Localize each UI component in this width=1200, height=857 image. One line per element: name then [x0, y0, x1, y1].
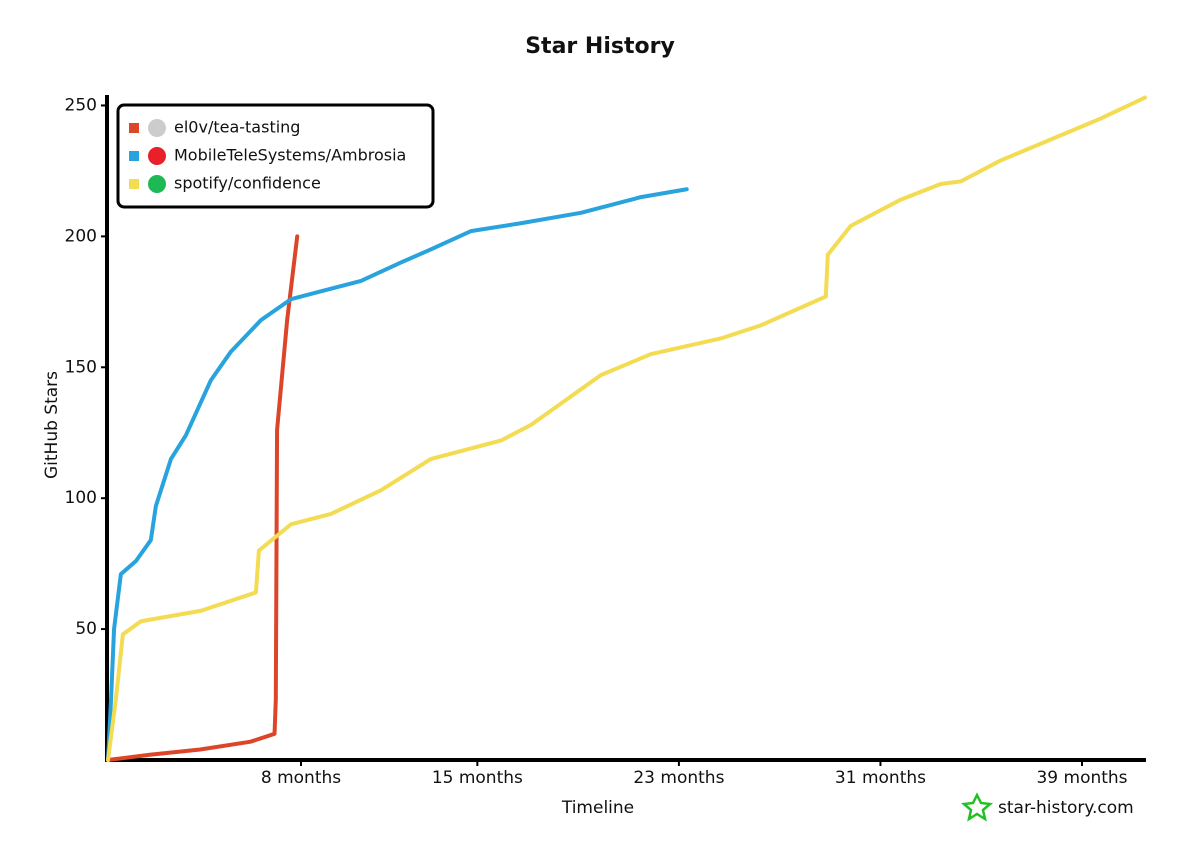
watermark-icon	[961, 792, 993, 822]
chart-title: Star History	[525, 34, 675, 59]
x-tick-label: 31 months	[835, 768, 926, 788]
x-axis-label: Timeline	[561, 798, 634, 818]
x-tick-label: 8 months	[261, 768, 341, 788]
legend-box	[116, 103, 435, 209]
series-line	[106, 95, 1147, 762]
x-tick-label: 23 months	[633, 768, 724, 788]
legend-avatar	[148, 119, 166, 137]
watermark-text: star-history.com	[998, 798, 1134, 818]
y-tick-label: 100	[65, 488, 97, 508]
y-tick-label: 150	[65, 357, 97, 377]
y-tick-label: 200	[65, 226, 97, 246]
legend-label: el0v/tea-tasting	[174, 118, 300, 137]
legend-swatch	[129, 151, 139, 161]
series-line	[106, 234, 300, 762]
legend-avatar	[148, 147, 166, 165]
y-tick-label: 50	[75, 619, 97, 639]
legend-label: spotify/confidence	[174, 174, 321, 193]
legend: el0v/tea-tasting MobileTeleSystems/Ambros…	[116, 103, 435, 209]
y-tick-label: 250	[65, 95, 97, 115]
legend-avatar	[148, 175, 166, 193]
y-axis-label: GitHub Stars	[42, 371, 62, 479]
legend-label: MobileTeleSystems/Ambrosia	[174, 146, 406, 165]
watermark: star-history.com	[961, 792, 1134, 822]
x-tick-label: 39 months	[1036, 768, 1127, 788]
x-tick-label: 15 months	[432, 768, 523, 788]
legend-swatch	[129, 179, 139, 189]
series-line	[106, 187, 689, 762]
legend-swatch	[129, 123, 139, 133]
